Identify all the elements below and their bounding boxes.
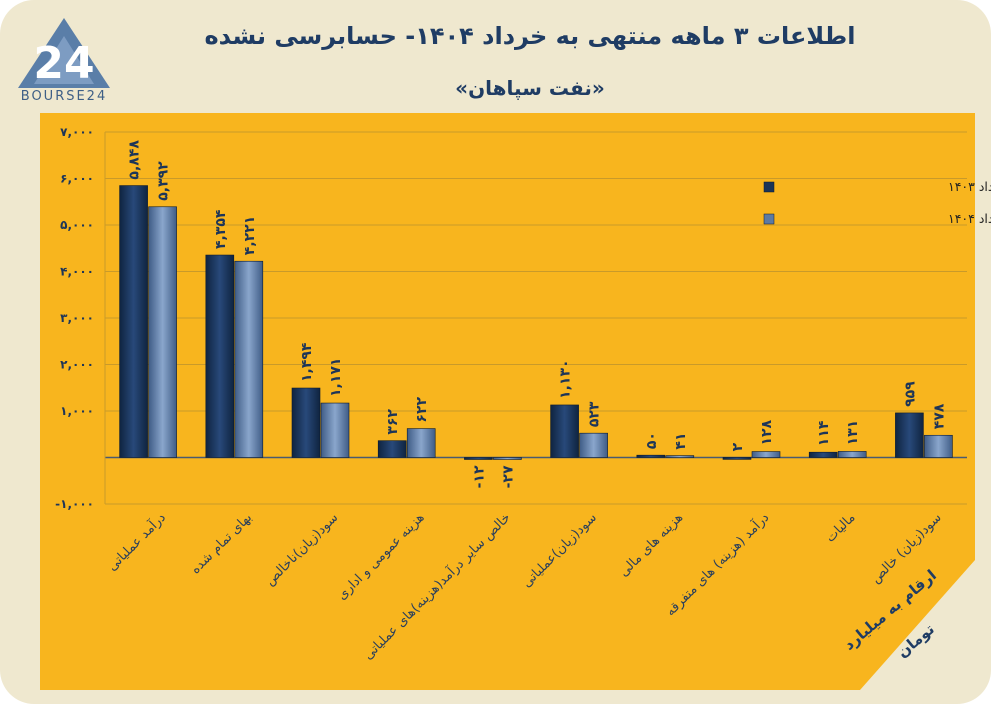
data-label: ۲ (730, 442, 746, 451)
legend-swatch (763, 213, 775, 225)
data-label: ۶۲۲ (414, 396, 430, 422)
category-label: هزینه های مالی (616, 510, 686, 580)
category-label: سود(زیان)ناخالص (263, 510, 342, 589)
data-label: ۵,۸۴۸ (127, 140, 143, 180)
category-label: مالیات (823, 510, 858, 545)
category-label: بهای تمام شده (188, 510, 255, 577)
data-label: -۲۷ (500, 465, 516, 488)
data-label: ۵,۳۹۲ (156, 161, 172, 201)
bar-2 (406, 428, 436, 458)
data-label: ۵۰ (644, 432, 660, 449)
bar-1 (205, 254, 235, 458)
svg-text:24: 24 (33, 38, 94, 89)
category-label: خالص سایر درآمد(هزینه)های عملیاتی (360, 509, 514, 663)
y-tick-label: ۶,۰۰۰ (60, 172, 94, 186)
data-label: ۴,۲۲۱ (242, 216, 258, 255)
bar-1 (550, 404, 579, 458)
bar-1 (636, 454, 666, 458)
data-label: ۱,۱۳۰ (558, 359, 574, 399)
data-label: -۱۲ (471, 465, 487, 488)
chart-subtitle: «نفت سپاهان» (455, 76, 605, 100)
legend-swatch (763, 181, 775, 193)
legend-label: عملکرد منتهی به خرداد ۱۴۰۳ (948, 179, 991, 195)
data-label: ۴,۳۵۴ (213, 209, 229, 249)
bar-1 (377, 440, 407, 458)
data-label: ۱۳۱ (845, 420, 861, 446)
data-label: ۱۱۴ (816, 420, 832, 446)
bar-1 (722, 457, 752, 460)
data-label: ۱۲۸ (759, 419, 775, 445)
bar-2 (579, 432, 608, 458)
data-label: ۳۶۲ (385, 409, 401, 435)
panel-corner-wedge (860, 560, 975, 690)
y-tick-label: ۳,۰۰۰ (60, 311, 94, 325)
bar-2 (493, 457, 522, 460)
bar-1 (808, 451, 838, 458)
bar-2 (234, 260, 264, 458)
bar-2 (665, 455, 695, 458)
bar-2 (924, 434, 953, 458)
category-label: درآمد عملیاتی (104, 509, 170, 575)
chart-panel (40, 113, 975, 690)
y-tick-label: ۲,۰۰۰ (60, 358, 94, 372)
logo-text: BOURSE24 (20, 89, 108, 104)
y-tick-label: ۷,۰۰۰ (60, 125, 94, 139)
data-label: ۴۱ (673, 432, 689, 449)
category-label: هزینه عمومی و اداری (335, 510, 428, 603)
chart-title: اطلاعات ۳ ماهه منتهی به خرداد ۱۴۰۴- حساب… (204, 22, 856, 50)
y-tick-label: -۱,۰۰۰ (55, 497, 94, 511)
legend-label: عملکرد منتهی به خرداد ۱۴۰۴ (948, 211, 991, 227)
bar-2 (751, 451, 781, 458)
data-label: ۹۵۹ (902, 381, 918, 407)
bar-2 (320, 402, 350, 458)
data-label: ۵۲۳ (587, 401, 603, 427)
data-label: ۱,۱۷۱ (328, 358, 344, 398)
y-tick-label: ۱,۰۰۰ (60, 404, 94, 418)
category-label: سود(زیان)عملیاتی (519, 510, 600, 591)
data-label: ۱,۴۹۴ (299, 342, 315, 382)
bar-1 (291, 387, 321, 458)
bar-2 (837, 451, 867, 458)
data-label: ۴۷۸ (931, 403, 947, 429)
bar-1 (464, 457, 493, 460)
bourse24-logo: 24 (18, 18, 110, 89)
bar-1 (895, 412, 924, 458)
y-tick-label: ۵,۰۰۰ (60, 218, 94, 232)
bar-2 (148, 206, 177, 458)
bar-1 (119, 185, 148, 458)
y-tick-label: ۴,۰۰۰ (60, 265, 94, 279)
